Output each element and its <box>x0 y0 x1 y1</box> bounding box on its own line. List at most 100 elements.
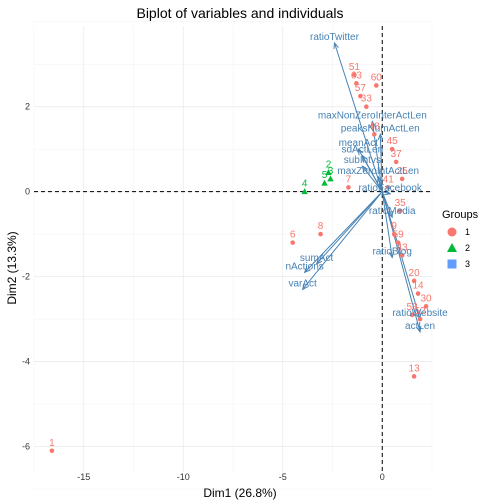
individual-point <box>385 185 391 190</box>
individual-point <box>395 240 401 245</box>
x-tick-label: -10 <box>177 472 190 482</box>
individual-point <box>290 240 296 245</box>
individual-label: 57 <box>355 83 367 94</box>
variable-label: ratioBlog <box>372 246 411 257</box>
variable-arrow-head <box>301 283 309 291</box>
individual-point <box>327 175 334 182</box>
variable-arrow <box>379 134 383 192</box>
x-axis-ticks: -15 -10 -5 0 <box>77 472 385 482</box>
individual-label: 52 <box>414 306 426 317</box>
variable-label: meanAct <box>339 138 379 149</box>
individual-point <box>399 253 405 258</box>
legend-key-square <box>447 259 457 269</box>
variable-label: sdActLen <box>341 145 383 156</box>
individual-label: 33 <box>361 94 373 105</box>
individual-label: 6 <box>290 230 296 241</box>
individual-label: 1 <box>49 438 55 449</box>
variable-arrow-head <box>388 251 395 259</box>
x-tick-label: -15 <box>77 472 90 482</box>
individual-point <box>325 169 332 176</box>
individual-label: 13 <box>409 363 421 374</box>
chart-title: Biplot of variables and individuals <box>136 5 343 21</box>
y-tick-label: -6 <box>22 442 30 452</box>
individual-label: 9 <box>391 221 397 232</box>
individual-label: 30 <box>420 293 432 304</box>
individual-point <box>415 291 421 296</box>
legend: Groups 1 2 3 <box>442 209 479 269</box>
variable-arrow-head <box>315 258 323 265</box>
individual-point <box>352 72 357 78</box>
individual-label: 8 <box>318 221 324 232</box>
x-tick-label: -5 <box>279 472 287 482</box>
variable-label: ratioMedia <box>369 206 416 217</box>
variable-arrow-head <box>384 189 392 196</box>
y-tick-label: 2 <box>25 102 30 112</box>
individual-label: 45 <box>387 136 399 147</box>
variable-arrow-head <box>303 266 311 274</box>
individual-label: 3 <box>328 166 334 177</box>
legend-entries: 1 2 3 <box>447 227 470 269</box>
individual-label: 41 <box>383 174 395 185</box>
individual-point <box>423 304 429 309</box>
individual-point <box>399 176 405 182</box>
variable-label: ratioFacebook <box>359 183 423 194</box>
variable-arrow <box>361 155 383 192</box>
variable-arrow-head <box>376 175 383 183</box>
variable-label: maxNonZeroInterActLen <box>318 111 427 122</box>
individual-label: 48 <box>369 121 381 132</box>
variable-label: sumAct <box>300 253 334 264</box>
legend-label: 3 <box>465 259 470 269</box>
individual-point <box>371 132 377 137</box>
variable-arrow-head <box>370 120 376 128</box>
y-axis-title: Dim2 (13.3%) <box>5 231 19 304</box>
individual-label: 35 <box>395 198 407 209</box>
zero-lines <box>34 26 432 472</box>
individual-point <box>411 374 417 379</box>
variable-label: subIntvs <box>344 155 381 166</box>
y-tick-label: 0 <box>25 187 30 197</box>
individual-label: 43 <box>397 242 409 253</box>
individual-label: 4 <box>302 179 308 190</box>
individual-points <box>49 72 429 454</box>
individual-point <box>373 83 379 88</box>
individual-label: 7 <box>346 174 352 185</box>
individual-point <box>321 179 328 186</box>
variable-label: actLen <box>405 321 435 332</box>
individual-label: 5 <box>322 170 328 181</box>
individual-label: 14 <box>413 281 425 292</box>
variable-arrow <box>334 42 383 192</box>
variable-label: nActions <box>285 261 323 272</box>
variable-arrow-head <box>361 154 368 162</box>
variable-arrow-head <box>415 325 422 334</box>
individual-point <box>49 448 55 454</box>
individual-point <box>354 81 359 86</box>
y-axis-ticks: -6 -4 -2 0 2 <box>22 102 30 452</box>
individual-label: 60 <box>371 72 383 83</box>
individual-label: 63 <box>351 70 363 81</box>
individual-point <box>318 231 323 237</box>
legend-label: 1 <box>465 227 470 237</box>
variable-arrow <box>304 191 383 273</box>
variable-label: maxZeroIntActLen <box>337 166 419 177</box>
individual-label: 2 <box>326 160 332 171</box>
variable-arrow-head <box>333 41 339 50</box>
individual-point <box>393 159 399 165</box>
variable-label: peaksNumActLen <box>341 123 420 134</box>
individual-point <box>397 208 403 214</box>
individual-point <box>409 312 415 318</box>
variable-arrow <box>381 191 393 258</box>
individual-point <box>364 104 369 110</box>
legend-key-circle <box>447 227 457 237</box>
variable-label: varAct <box>288 278 317 289</box>
individual-label: 59 <box>393 230 405 241</box>
individual-point <box>301 188 308 195</box>
variable-arrow-head <box>361 165 368 173</box>
variable-label: ratioWebsite <box>392 308 448 319</box>
variable-arrow <box>377 176 383 192</box>
individual-point <box>346 185 351 190</box>
variable-arrow <box>381 191 421 332</box>
variable-arrow-head <box>357 148 364 156</box>
variable-arrows <box>301 41 422 334</box>
